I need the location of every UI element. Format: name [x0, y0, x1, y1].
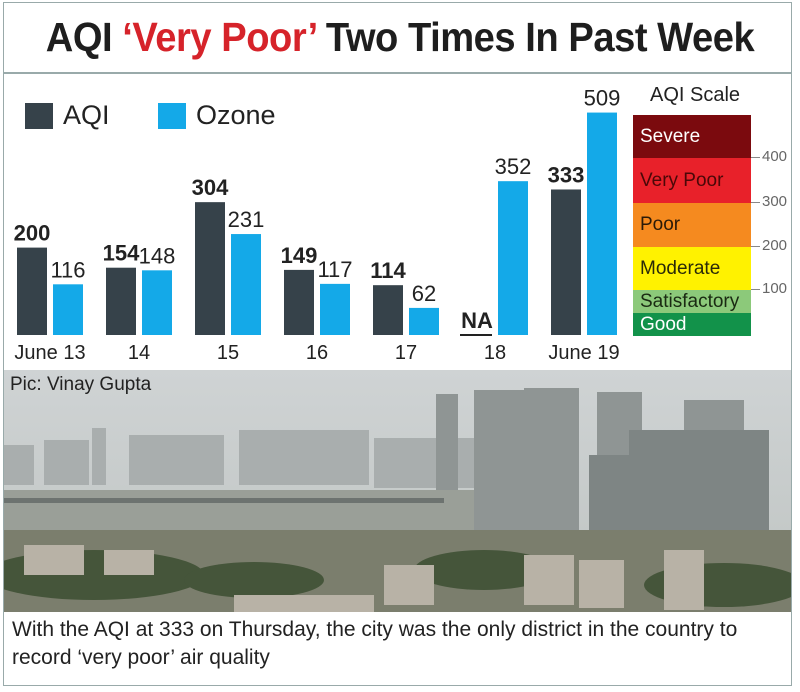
- data-label-ozone: 148: [139, 243, 176, 268]
- data-label-aqi: NA: [461, 308, 493, 333]
- photo-credit: Pic: Vinay Gupta: [10, 374, 152, 395]
- city-skyline-photo: [4, 370, 791, 612]
- bar-ozone: [231, 234, 261, 335]
- aqi-scale-tick: 400: [751, 148, 787, 165]
- aqi-band-satisfactory: Satisfactory: [633, 290, 751, 313]
- legend-swatch-ozone: [158, 102, 186, 129]
- headline: AQI ‘Very Poor’ Two Times In Past Week: [28, 14, 772, 61]
- aqi-scale-tick: 100: [751, 280, 787, 297]
- title-divider: [3, 72, 792, 74]
- data-label-aqi: 200: [14, 221, 51, 246]
- data-label-ozone: 117: [317, 257, 352, 282]
- x-tick-label: June 13: [14, 342, 85, 364]
- legend-label-aqi: AQI: [63, 100, 110, 130]
- data-label-aqi: 149: [281, 243, 318, 268]
- legend-aqi: AQI: [25, 100, 110, 131]
- bar-ozone: [498, 181, 528, 335]
- x-tick-label: 15: [217, 342, 239, 364]
- data-label-aqi: 114: [370, 258, 406, 283]
- data-label-ozone: 62: [412, 281, 436, 306]
- aqi-scale-title: AQI Scale: [650, 84, 741, 106]
- skyline-illustration: [4, 370, 791, 612]
- aqi-scale-tick: 200: [751, 237, 787, 254]
- legend-swatch-aqi: [25, 102, 53, 129]
- aqi-band-very-poor: Very Poor: [633, 158, 751, 203]
- bar-missing: [460, 334, 492, 336]
- bar-ozone: [53, 284, 83, 335]
- x-tick-label: June 19: [548, 342, 619, 364]
- data-label-aqi: 333: [548, 162, 585, 187]
- bar-aqi: [195, 202, 225, 335]
- data-label-aqi: 304: [192, 175, 229, 200]
- bar-ozone: [587, 112, 617, 335]
- data-label-ozone: 509: [584, 86, 621, 111]
- bar-ozone: [320, 283, 350, 335]
- aqi-band-moderate: Moderate: [633, 247, 751, 290]
- frame-border: [3, 2, 792, 686]
- aqi-band-good: Good: [633, 313, 751, 336]
- data-label-ozone: 116: [50, 257, 85, 282]
- x-tick-label: 14: [128, 342, 150, 364]
- headline-highlight: ‘Very Poor’: [122, 14, 316, 60]
- aqi-band-poor: Poor: [633, 203, 751, 247]
- x-tick-label: 17: [395, 342, 417, 364]
- bar-aqi: [284, 269, 314, 335]
- data-label-ozone: 231: [228, 207, 265, 232]
- headline-suffix: Two Times In Past Week: [315, 14, 755, 60]
- bar-ozone: [142, 270, 172, 335]
- x-tick-label: 16: [306, 342, 328, 364]
- data-label-ozone: 352: [495, 154, 532, 179]
- bar-ozone: [409, 307, 439, 335]
- bar-aqi: [17, 247, 47, 335]
- legend-label-ozone: Ozone: [196, 100, 276, 130]
- photo-caption: With the AQI at 333 on Thursday, the cit…: [12, 618, 738, 669]
- bar-aqi: [106, 267, 136, 335]
- bar-aqi: [551, 189, 581, 335]
- data-label-aqi: 154: [103, 241, 140, 266]
- legend-ozone: Ozone: [158, 100, 276, 131]
- aqi-scale-tick: 300: [751, 193, 787, 210]
- aqi-band-severe: Severe: [633, 115, 751, 158]
- headline-prefix: AQI: [45, 14, 123, 60]
- bar-aqi: [373, 285, 403, 335]
- x-tick-label: 18: [484, 342, 506, 364]
